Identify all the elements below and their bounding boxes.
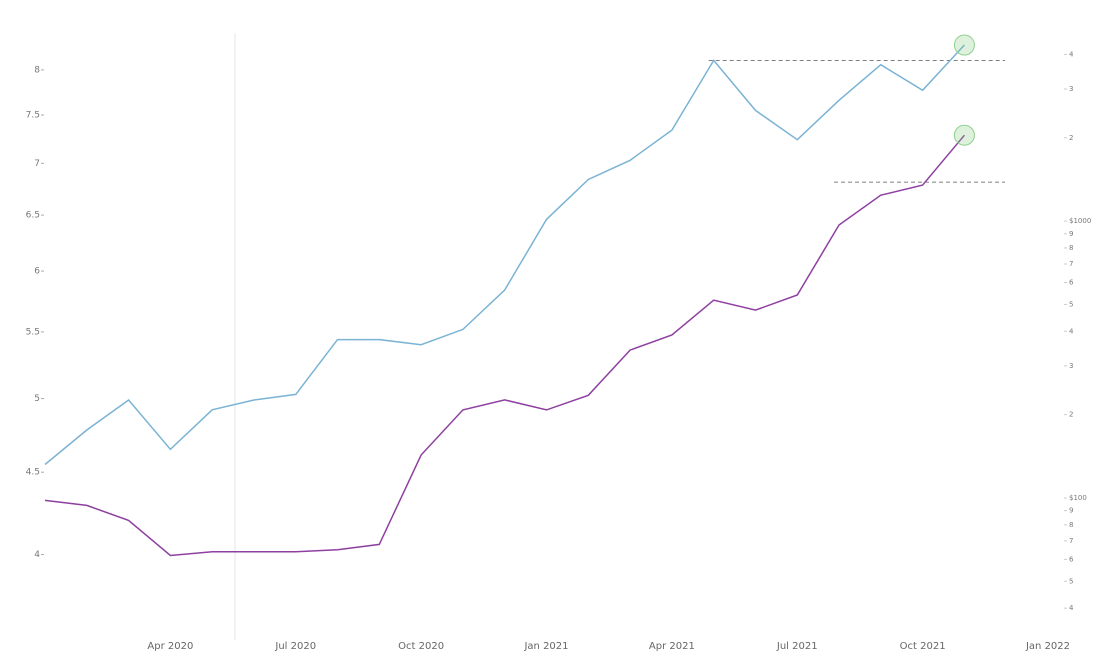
x-tick-label: Jan 2021 — [523, 641, 568, 652]
y-tick-label: 6 — [34, 267, 40, 277]
y2-tick-label: 6 — [1069, 279, 1074, 287]
y2-tick-label: 8 — [1069, 521, 1073, 529]
y2-tick-label: 5 — [1069, 300, 1073, 308]
y-tick-label: 5.5 — [26, 327, 40, 337]
x-tick-label: Jan 2022 — [1025, 641, 1070, 652]
x-tick-label: Jul 2020 — [274, 641, 316, 652]
x-tick-label: Oct 2020 — [398, 641, 444, 652]
y2-tick-label: 7 — [1069, 260, 1073, 268]
y2-tick-label: 2 — [1069, 411, 1073, 419]
highlight-circle — [953, 124, 975, 146]
y2-tick-label: 2 — [1069, 134, 1073, 142]
y-tick-label: 5 — [34, 394, 40, 404]
y-tick-label: 4.5 — [26, 468, 40, 478]
y2-tick-label: 7 — [1069, 537, 1073, 545]
y2-tick-label: 3 — [1069, 85, 1073, 93]
y2-tick-label: 8 — [1069, 244, 1073, 252]
y2-tick-label: 5 — [1069, 577, 1073, 585]
y2-tick-label: 3 — [1069, 362, 1073, 370]
y-tick-label: 7.5 — [26, 111, 40, 121]
y-tick-label: 6.5 — [26, 211, 40, 221]
y2-tick-label: $100 — [1069, 494, 1087, 502]
x-tick-label: Apr 2021 — [649, 641, 695, 652]
y2-tick-label: 9 — [1069, 507, 1073, 515]
x-tick-label: Oct 2021 — [900, 641, 946, 652]
x-tick-label: Apr 2020 — [147, 641, 193, 652]
y2-tick-label: 4 — [1069, 327, 1074, 335]
x-tick-label: Jul 2021 — [776, 641, 818, 652]
data-line — [44, 134, 965, 557]
y2-tick-label: $1000 — [1069, 217, 1091, 225]
highlight-circle — [953, 34, 975, 56]
y-tick-label: 7 — [34, 159, 40, 169]
y2-tick-label: 4 — [1069, 604, 1074, 612]
y-tick-label: 8 — [34, 65, 40, 75]
data-line — [44, 44, 965, 466]
y-tick-label: 4 — [34, 550, 40, 560]
y2-tick-label: 4 — [1069, 50, 1074, 58]
y2-tick-label: 9 — [1069, 230, 1073, 238]
y2-tick-label: 6 — [1069, 555, 1074, 563]
